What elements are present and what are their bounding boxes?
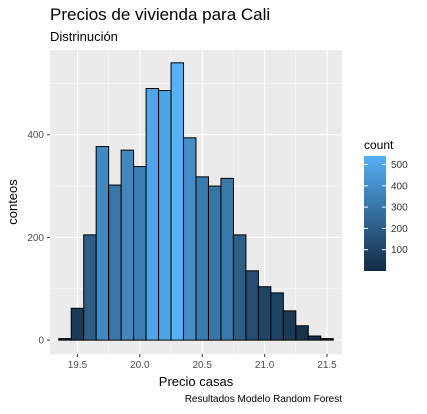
legend-tick-label: 400 (391, 181, 408, 192)
histogram-bar (70, 307, 85, 341)
legend-tick-label: 300 (391, 203, 408, 214)
color-legend: count 100 200 300 400 500 (364, 138, 408, 271)
x-axis-title: Precio casas (159, 374, 234, 389)
y-axis-ticks: 0 200 400 (27, 130, 50, 347)
y-axis-title: conteos (5, 179, 20, 225)
chart-title: Precios de vivienda para Cali (50, 5, 271, 24)
histogram-bar (58, 338, 72, 341)
histogram-bar (282, 310, 297, 341)
histogram-bar (195, 176, 209, 341)
histogram-bar (257, 286, 272, 341)
histogram-bar (133, 166, 147, 341)
histogram-bar (95, 146, 110, 341)
y-tick-label: 200 (27, 233, 44, 244)
x-tick-label: 19.5 (68, 360, 88, 371)
histogram-bars (58, 62, 334, 341)
histogram-bar (207, 185, 222, 341)
chart-subtitle: Distrinución (50, 29, 118, 44)
histogram-bar (320, 338, 334, 341)
chart-caption: Resultados Modelo Random Forest (184, 394, 342, 405)
histogram-bar (232, 234, 247, 341)
histogram-bar (183, 137, 197, 341)
histogram-bar (307, 335, 322, 341)
histogram-bar (170, 62, 185, 341)
legend-ticks: 100 200 300 400 500 (364, 160, 408, 256)
histogram-bar (295, 325, 309, 341)
histogram-bar (158, 90, 172, 341)
histogram-bar (120, 149, 135, 341)
x-axis-ticks: 19.5 20.0 20.5 21.0 21.5 (68, 354, 337, 371)
legend-colorbar (364, 156, 386, 271)
histogram-bar (245, 270, 259, 341)
histogram-bar (270, 292, 284, 341)
y-tick-label: 400 (27, 130, 44, 141)
legend-tick-label: 500 (391, 160, 408, 171)
histogram-bar (108, 184, 122, 341)
histogram-bar (220, 177, 234, 341)
legend-tick-label: 200 (391, 224, 408, 235)
legend-tick-label: 100 (391, 245, 408, 256)
y-tick-label: 0 (38, 336, 44, 347)
x-tick-label: 21.0 (255, 360, 275, 371)
histogram-bar (145, 88, 160, 341)
x-tick-label: 21.5 (317, 360, 337, 371)
grid-lines (50, 50, 342, 354)
histogram-bar (83, 234, 97, 341)
x-tick-label: 20.0 (130, 360, 150, 371)
legend-title: count (364, 138, 394, 152)
x-tick-label: 20.5 (193, 360, 213, 371)
